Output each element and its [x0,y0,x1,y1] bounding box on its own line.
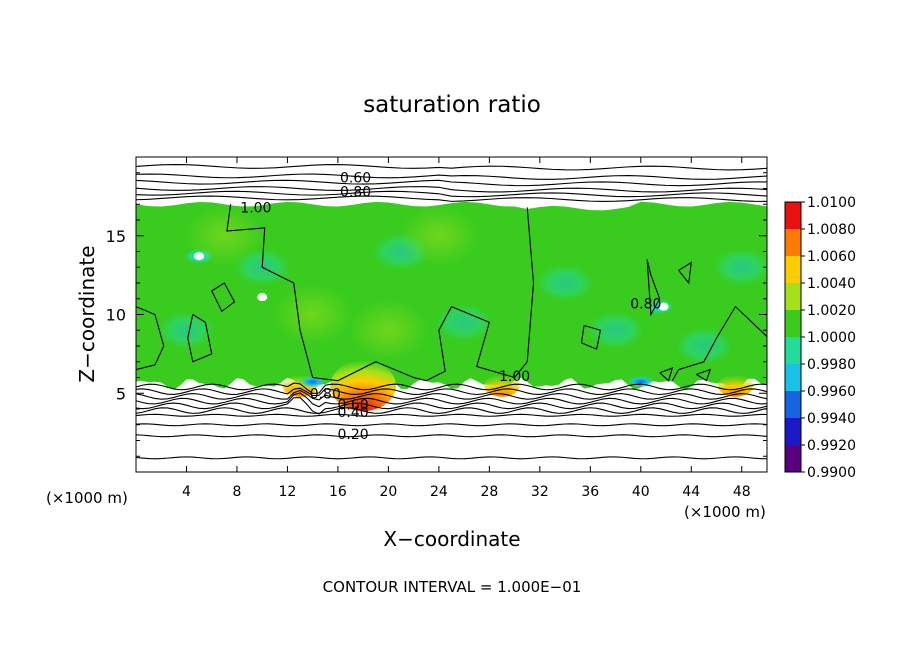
x-tick-label: 16 [329,484,347,500]
contour-label: 1.00 [499,369,530,385]
colorbar-swatch [785,337,801,364]
contour-lower [136,389,767,401]
colorbar-label: 1.0100 [807,195,856,211]
x-tick-label: 44 [682,484,700,500]
clear-patch [257,293,268,302]
contour-1.00 [226,204,535,382]
colorbar-swatch [785,364,801,391]
contour-1.00 [136,306,165,371]
x-tick-label: 12 [279,484,297,500]
x-unit-left: (×1000 m) [46,489,128,507]
field-variation [158,312,215,349]
contour-label: 0.40 [337,405,368,421]
field-variation [436,304,493,341]
x-tick-label: 48 [733,484,751,500]
colorbar-label: 0.9940 [807,411,856,427]
y-axis-ticks: 5 10 15 [106,172,767,457]
x-tick-label: 24 [430,484,448,500]
contour-lower [136,392,767,408]
colorbar-label: 1.0080 [807,222,856,238]
colorbar-swatch [785,256,801,283]
colorbar: 0.9900 0.9920 0.9940 0.9960 0.9980 1.0000 1.00… [784,195,856,481]
colorbar-label: 0.9920 [807,438,856,454]
field-variation [537,265,594,301]
x-axis-label: X−coordinate [383,527,520,551]
field-variation [675,328,732,364]
y-axis-label: Z−coordinate [75,245,99,382]
contour-lower [136,434,767,438]
contour-1.00 [187,314,213,363]
contour-1.00 [671,305,767,381]
maximum-blob [717,374,754,397]
contour-upper [136,195,767,202]
contour-lower [136,387,767,397]
y-tick-label: 10 [106,306,126,325]
contour-lower [136,423,767,427]
colorbar-swatch [785,229,801,256]
chart-title: saturation ratio [363,92,541,118]
colorbar-swatch [785,445,801,472]
colorbar-label: 1.0040 [807,276,856,292]
contour-1.00 [696,368,712,382]
x-unit-right: (×1000 m) [684,503,766,521]
x-tick-label: 32 [531,484,549,500]
x-tick-label: 20 [379,484,397,500]
contour-label: 1.00 [240,200,271,216]
contour-lower [136,382,767,394]
saturation-field [136,201,767,411]
x-tick-label: 4 [182,484,191,500]
contour-1.00 [646,259,661,317]
contour-1.00 [580,324,602,350]
clear-patch [658,302,669,311]
contour-1.00 [678,261,692,285]
x-tick-label: 40 [632,484,650,500]
colorbar-swatch [785,310,801,337]
contour-upper [136,179,767,187]
field-variation [184,205,265,266]
y-tick-label: 15 [106,227,126,246]
contour-1.00 [211,282,236,313]
contour-upper [136,164,767,171]
contour-label: 0.80 [630,296,661,312]
field-variation [272,284,353,345]
colorbar-label: 1.0020 [807,303,856,319]
colorbar-swatch [785,283,801,310]
colorbar-label: 0.9960 [807,384,856,400]
colorbar-label: 0.9980 [807,357,856,373]
contour-labels: 0.600.801.001.000.800.600.400.200.80 [240,170,661,443]
colorbar-swatch [785,202,801,229]
contour-lines [136,164,767,460]
colorbar-swatch [785,418,801,445]
contour-1.00 [659,367,674,382]
colorbar-swatch [785,391,801,418]
y-tick-label: 5 [116,384,126,403]
field-variation [398,205,479,266]
field-variation [713,249,767,286]
maximum-blob [330,360,396,411]
contour-interval-note: CONTOUR INTERVAL = 1.000E−01 [323,578,582,596]
colorbar-label: 0.9900 [807,465,856,481]
x-tick-label: 8 [232,484,241,500]
colorbar-label: 1.0000 [807,330,856,346]
field-variation [348,300,429,361]
x-axis-ticks: 4 8 12 16 20 24 28 32 36 40 44 48 [182,157,751,500]
contour-lower [136,413,767,417]
field-variation [587,312,644,349]
colorbar-label: 1.0060 [807,249,856,265]
contour-upper [136,190,767,198]
contour-lower [136,456,767,460]
contour-label: 0.80 [340,185,371,201]
contour-lower [136,397,767,415]
contour-label: 0.20 [337,427,368,443]
contour-label: 0.80 [310,386,341,402]
x-tick-label: 28 [480,484,498,500]
contour-lower [136,407,767,414]
contour-label: 0.60 [340,170,371,186]
contour-label: 0.60 [337,397,368,413]
x-tick-label: 36 [581,484,599,500]
contour-upper [136,186,767,193]
contour-upper [136,173,767,180]
clear-patch [194,252,205,261]
